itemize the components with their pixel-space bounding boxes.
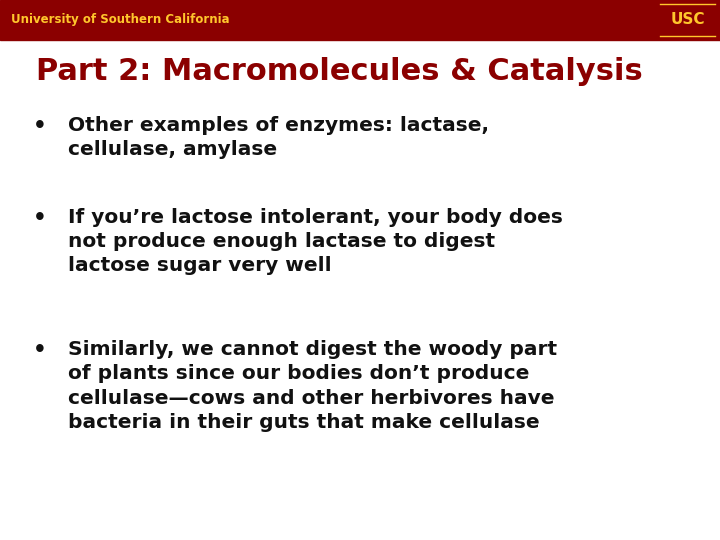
Bar — [0, 0, 720, 40]
Text: Part 2: Macromolecules & Catalysis: Part 2: Macromolecules & Catalysis — [36, 57, 643, 86]
Text: •: • — [32, 116, 47, 136]
Text: Other examples of enzymes: lactase,
cellulase, amylase: Other examples of enzymes: lactase, cell… — [68, 116, 490, 159]
Text: Similarly, we cannot digest the woody part
of plants since our bodies don’t prod: Similarly, we cannot digest the woody pa… — [68, 340, 557, 432]
Text: USC: USC — [670, 12, 705, 28]
Text: University of Southern California: University of Southern California — [11, 14, 230, 26]
Text: If you’re lactose intolerant, your body does
not produce enough lactase to diges: If you’re lactose intolerant, your body … — [68, 208, 563, 275]
Text: •: • — [32, 208, 47, 228]
Text: •: • — [32, 340, 47, 360]
